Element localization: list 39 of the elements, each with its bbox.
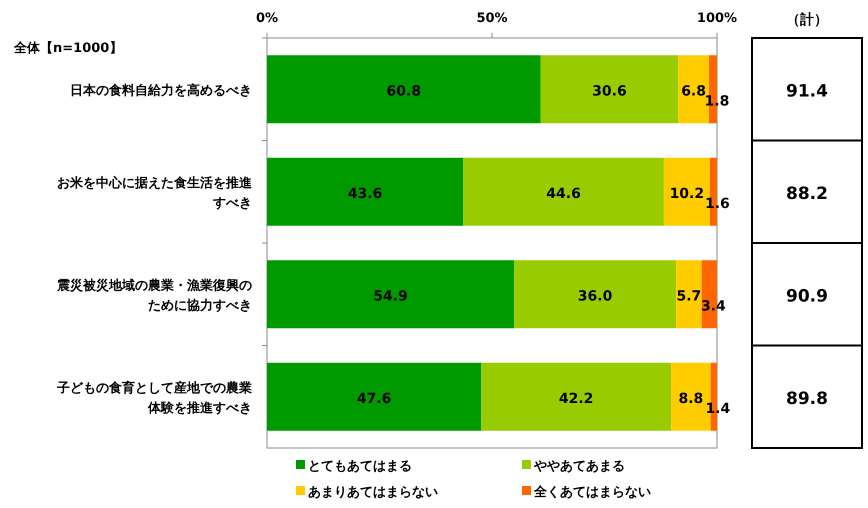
y-tick-label: 子どもの食育として産地での農業体験を推進すべき <box>56 380 252 416</box>
y-tick-label: 日本の食料自給力を高めるべき <box>70 82 252 98</box>
data-label: 1.8 <box>704 93 730 110</box>
text: 全体【n=1000】 <box>13 40 122 56</box>
bar <box>514 260 676 328</box>
data-label: 42.2 <box>558 390 594 407</box>
legend-label: あまりあてはまらない <box>308 485 438 500</box>
data-label: 60.8 <box>386 83 422 100</box>
data-label: 10.2 <box>670 186 704 202</box>
bar <box>481 362 672 431</box>
data-label: 5.7 <box>676 288 702 304</box>
x-tick-label: 100% <box>696 11 738 26</box>
bar <box>267 55 541 124</box>
bar <box>676 260 702 328</box>
bar <box>267 260 514 328</box>
text: （計） <box>786 12 828 28</box>
data-label: 54.9 <box>373 288 408 304</box>
data-label: 30.6 <box>592 83 627 100</box>
x-tick-label: 0% <box>256 11 278 26</box>
bar <box>267 158 464 226</box>
legend-label: ややあてあまる <box>533 459 625 474</box>
text: 88.2 <box>786 184 828 204</box>
text: 90.9 <box>786 286 828 306</box>
text: 91.4 <box>786 81 828 102</box>
y-tick-label: 震災被災地域の農業・漁業復興のために協力すべき <box>56 277 252 314</box>
data-label: 43.6 <box>348 186 382 202</box>
bar <box>267 362 482 431</box>
data-label: 47.6 <box>356 390 392 407</box>
x-tick-label: 50% <box>476 11 508 26</box>
data-label: 8.8 <box>678 390 704 407</box>
y-tick-label: お米を中心に据えた食生活を推進すべき <box>57 174 253 211</box>
legend-label: 全くあてはまらない <box>533 485 651 500</box>
data-label: 6.8 <box>681 83 706 100</box>
text: 89.8 <box>786 388 828 409</box>
legend-label: とてもあてはまる <box>308 459 412 474</box>
bar <box>540 55 678 124</box>
data-label: 44.6 <box>546 186 581 202</box>
data-label: 36.0 <box>578 288 613 304</box>
bar <box>463 158 664 226</box>
